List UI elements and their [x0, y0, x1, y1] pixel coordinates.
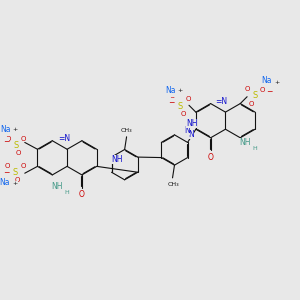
Text: O: O [5, 136, 11, 142]
Text: S: S [252, 91, 258, 100]
Text: O: O [244, 86, 250, 92]
Text: H: H [64, 190, 69, 195]
Text: NH: NH [51, 182, 63, 191]
Text: H: H [253, 146, 257, 151]
Text: Na: Na [166, 86, 176, 95]
Text: O: O [180, 111, 186, 117]
Text: =N: =N [215, 97, 228, 106]
Text: O: O [248, 100, 254, 106]
Text: NH: NH [112, 155, 123, 164]
Text: +: + [178, 88, 183, 93]
Text: −: − [3, 168, 9, 177]
Text: O: O [21, 136, 26, 142]
Text: O: O [14, 177, 20, 183]
Text: O: O [170, 98, 175, 103]
Text: Na: Na [261, 76, 272, 85]
Text: +: + [12, 127, 18, 132]
Text: NH: NH [186, 118, 197, 127]
Text: +: + [275, 80, 280, 85]
Text: −: − [168, 98, 175, 107]
Text: Na: Na [0, 125, 11, 134]
Text: O: O [208, 153, 214, 162]
Text: +: + [12, 182, 18, 187]
Text: O: O [20, 164, 26, 169]
Text: −: − [3, 137, 9, 146]
Text: O: O [4, 164, 10, 169]
Text: S: S [14, 141, 19, 150]
Text: S: S [178, 102, 183, 111]
Text: Na: Na [0, 178, 10, 187]
Text: CH₃: CH₃ [121, 128, 132, 134]
Text: O: O [79, 190, 85, 199]
Text: S: S [12, 168, 18, 177]
Text: =N: =N [58, 134, 70, 143]
Text: O: O [15, 150, 21, 156]
Text: CH₃: CH₃ [168, 182, 179, 187]
Text: N: N [184, 126, 190, 135]
Text: NH: NH [239, 138, 251, 147]
Text: O: O [260, 87, 266, 93]
Text: O: O [185, 96, 191, 102]
Text: N: N [189, 130, 194, 139]
Text: −: − [266, 87, 273, 96]
